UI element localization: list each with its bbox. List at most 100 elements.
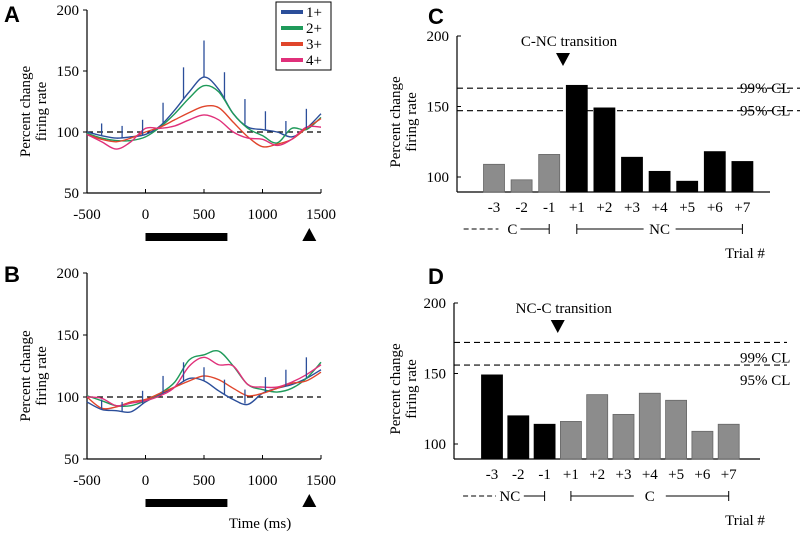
bar — [665, 399, 687, 460]
confidence-line-label: 99% CL — [740, 350, 790, 366]
y-tick-label: 50 — [64, 452, 79, 468]
panel-letter: D — [428, 264, 444, 289]
group-label: NC — [649, 222, 670, 238]
y-tick-label: 100 — [427, 170, 450, 186]
x-tick-label: +1 — [563, 467, 579, 483]
x-tick-label: +5 — [679, 200, 695, 216]
bar — [483, 163, 505, 193]
y-tick-label: 100 — [57, 125, 80, 141]
bar — [565, 84, 588, 193]
x-tick-label: 1000 — [248, 207, 278, 223]
y-tick-label: 150 — [57, 64, 80, 80]
bar — [703, 151, 726, 193]
x-tick-label: -2 — [515, 200, 528, 216]
bar — [648, 170, 671, 193]
x-tick-label: +6 — [707, 200, 723, 216]
x-tick-label: 500 — [193, 473, 216, 489]
x-tick-label: +7 — [721, 467, 737, 483]
transition-label: NC-C transition — [516, 301, 613, 317]
confidence-line-label: 95% CL — [740, 104, 790, 120]
bar — [717, 423, 740, 460]
x-tick-label: -3 — [486, 467, 499, 483]
transition-marker-icon — [550, 320, 565, 333]
x-tick-label: -500 — [73, 473, 101, 489]
x-tick-label: +4 — [642, 467, 658, 483]
x-tick-label: 1500 — [306, 473, 336, 489]
x-axis-label: Trial # — [725, 513, 765, 529]
transition-label: C-NC transition — [521, 34, 618, 50]
y-axis-label: firing rate — [404, 359, 420, 419]
x-tick-label: +3 — [616, 467, 632, 483]
x-tick-label: +2 — [596, 200, 612, 216]
triangle-marker-icon — [302, 228, 317, 241]
bar — [560, 421, 582, 460]
series-line-4 — [86, 114, 322, 150]
x-tick-label: +3 — [624, 200, 640, 216]
x-tick-label: +1 — [569, 200, 585, 216]
bar — [731, 161, 754, 193]
series-line-2 — [86, 349, 322, 408]
bar — [621, 156, 643, 193]
stimulus-bar — [145, 233, 228, 241]
stimulus-bar — [145, 499, 228, 507]
x-tick-label: +6 — [694, 467, 710, 483]
bar — [507, 415, 530, 460]
legend-label: 1+ — [306, 5, 322, 21]
bar — [676, 180, 699, 193]
x-axis-label: Time (ms) — [229, 516, 291, 532]
panel-letter: C — [428, 4, 444, 29]
confidence-line-label: 95% CL — [740, 373, 790, 389]
y-tick-label: 100 — [57, 390, 80, 406]
y-tick-label: 100 — [424, 437, 447, 453]
y-tick-label: 150 — [424, 367, 447, 383]
x-tick-label: 1000 — [248, 473, 278, 489]
y-tick-label: 200 — [57, 266, 80, 282]
y-tick-label: 200 — [57, 3, 80, 19]
series-line-4 — [86, 356, 322, 407]
group-label: C — [507, 222, 517, 238]
y-tick-label: 150 — [427, 100, 450, 116]
bar — [691, 430, 714, 460]
y-axis-label: Percent change — [388, 343, 404, 435]
bar — [538, 154, 561, 193]
y-axis-label: firing rate — [404, 92, 420, 152]
y-tick-label: 200 — [424, 296, 447, 312]
panel-letter: B — [4, 262, 20, 287]
legend-label: 4+ — [306, 53, 322, 69]
group-label: NC — [499, 489, 520, 505]
bar — [533, 423, 556, 460]
y-tick-label: 200 — [427, 29, 450, 45]
bar — [612, 413, 635, 460]
x-tick-label: -1 — [538, 467, 551, 483]
x-tick-label: -500 — [73, 207, 101, 223]
y-axis-label: Percent change — [18, 330, 34, 422]
bar — [481, 374, 503, 460]
x-tick-label: 0 — [142, 207, 150, 223]
x-axis-label: Trial # — [725, 246, 765, 262]
y-axis-label: firing rate — [34, 81, 50, 141]
x-tick-label: +5 — [668, 467, 684, 483]
bar — [586, 394, 609, 460]
transition-marker-icon — [556, 53, 570, 66]
x-tick-label: 500 — [193, 207, 216, 223]
x-tick-label: 1500 — [306, 207, 336, 223]
bar — [510, 179, 533, 193]
panel-letter: A — [4, 2, 20, 27]
series-line-2 — [86, 84, 322, 144]
y-tick-label: 150 — [57, 328, 80, 344]
bar — [593, 107, 616, 193]
x-tick-label: -2 — [512, 467, 525, 483]
triangle-marker-icon — [302, 494, 317, 507]
x-tick-label: -3 — [488, 200, 501, 216]
y-tick-label: 50 — [64, 186, 79, 202]
x-tick-label: -1 — [543, 200, 556, 216]
x-tick-label: +4 — [652, 200, 668, 216]
legend-label: 2+ — [306, 21, 322, 37]
y-axis-label: firing rate — [34, 346, 50, 406]
x-tick-label: 0 — [142, 473, 150, 489]
legend-label: 3+ — [306, 37, 322, 53]
x-tick-label: +7 — [734, 200, 750, 216]
series-line-3 — [86, 104, 322, 148]
group-label: C — [645, 489, 655, 505]
